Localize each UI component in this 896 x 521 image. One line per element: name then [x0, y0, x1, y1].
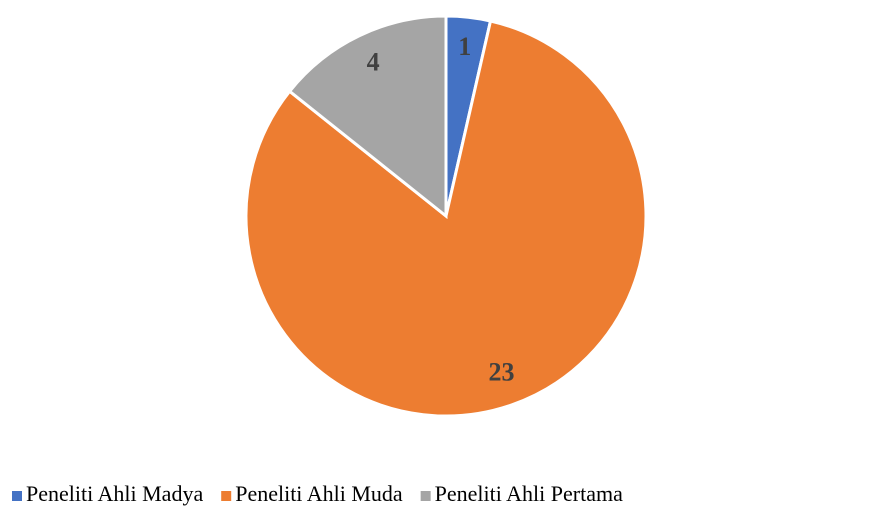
- data-label: 4: [367, 48, 380, 77]
- legend-swatch: [12, 491, 22, 501]
- legend-label: Peneliti Ahli Madya: [26, 481, 203, 506]
- legend-label: Peneliti Ahli Pertama: [435, 481, 623, 506]
- legend-swatch: [420, 491, 431, 501]
- data-label: 1: [458, 32, 471, 61]
- pie-slice: [287, 14, 448, 220]
- legend-swatch: [221, 491, 232, 501]
- data-label: 23: [488, 358, 514, 387]
- legend-label: Peneliti Ahli Muda: [235, 481, 403, 506]
- pie-slice: [244, 19, 648, 418]
